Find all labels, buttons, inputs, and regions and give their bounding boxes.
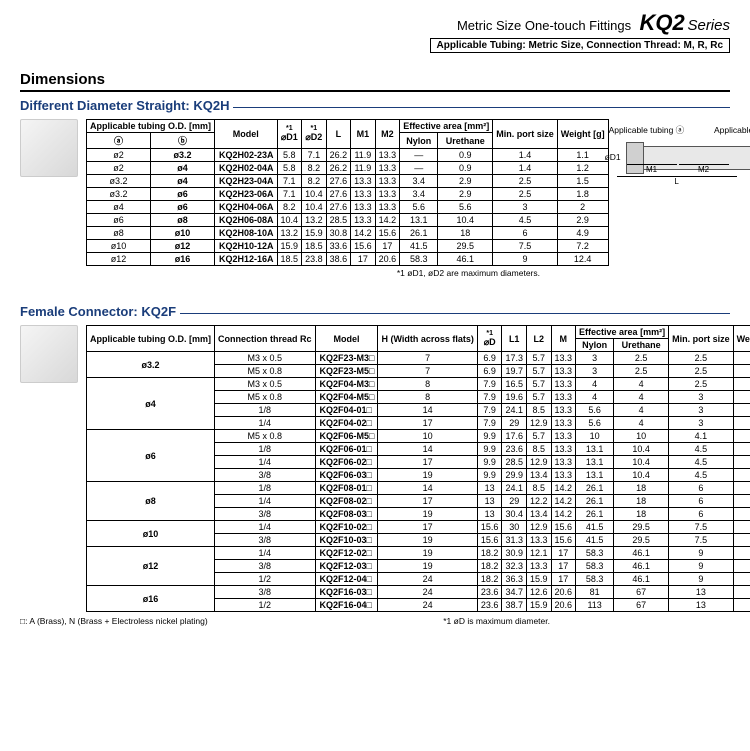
table-row: ø6ø8 KQ2H06-08A 10.413.228.513.314.2 13.… — [87, 214, 609, 227]
table-row: ø12ø16 KQ2H12-16A 18.523.838.61720.6 58.… — [87, 253, 609, 266]
page-header: Metric Size One-touch Fittings KQ2 Serie… — [20, 10, 730, 53]
diag-l: L — [674, 177, 678, 186]
col-L: L — [326, 120, 351, 149]
header-series: KQ2 — [639, 10, 684, 35]
header-series-word: Series — [687, 17, 730, 34]
col-D: *1⌀D — [477, 326, 502, 352]
col-tubing: Applicable tubing O.D. [mm] — [87, 120, 215, 133]
kq2f-block: Applicable tubing O.D. [mm] Connection t… — [20, 325, 730, 612]
kq2f-footnote-left: □: A (Brass), N (Brass + Electroless nic… — [20, 616, 208, 626]
table-row: ø6M5 x 0.8KQ2F06-M5□ 109.917.65.713.3 10… — [87, 430, 750, 443]
col-model: Model — [215, 120, 278, 149]
col-ure: Urethane — [438, 133, 493, 149]
table-row: ø163/8KQ2F16-03□ 2423.634.712.620.6 8167… — [87, 586, 750, 599]
kq2f-product-image — [20, 325, 78, 383]
divider-line — [180, 304, 730, 314]
col-tubing: Applicable tubing O.D. [mm] — [87, 326, 215, 352]
table-row: ø8ø10 KQ2H08-10A 13.215.930.814.215.6 26… — [87, 227, 609, 240]
col-nylon: Nylon — [400, 133, 438, 149]
kq2h-diagram: Applicable tubing ⓐ Applicable tubing ⓑ … — [617, 134, 750, 170]
header-title: Metric Size One-touch Fittings — [457, 18, 631, 33]
kq2f-table: Applicable tubing O.D. [mm] Connection t… — [86, 325, 750, 612]
header-subtitle: Applicable Tubing: Metric Size, Connecti… — [430, 38, 731, 53]
col-eff: Effective area [mm²] — [400, 120, 493, 133]
kq2f-title: Female Connector: KQ2F — [20, 304, 176, 319]
col-wt: Weight [g] — [733, 326, 750, 352]
kq2h-title: Different Diameter Straight: KQ2H — [20, 98, 229, 113]
dimensions-heading: Dimensions — [20, 71, 730, 92]
table-row: ø2ø3.2 KQ2H02-23A 5.87.126.211.913.3 —0.… — [87, 149, 609, 162]
col-L1: L1 — [502, 326, 527, 352]
col-M1: M1 — [351, 120, 376, 149]
table-row: ø3.2ø6 KQ2H23-06A 7.110.427.613.313.3 3.… — [87, 188, 609, 201]
kq2h-product-image — [20, 119, 78, 177]
diag-label-tub-b: Applicable tubing ⓑ — [714, 124, 750, 136]
col-d2: *1⌀D2 — [302, 120, 327, 149]
col-model: Model — [315, 326, 378, 352]
col-d1: *1⌀D1 — [277, 120, 302, 149]
col-nylon: Nylon — [576, 339, 614, 352]
table-row: ø10ø12 KQ2H10-12A 15.918.533.615.617 41.… — [87, 240, 609, 253]
col-wt: Weight [g] — [557, 120, 608, 149]
col-M: M — [551, 326, 576, 352]
table-row: ø121/4KQ2F12-02□ 1918.230.912.117 58.346… — [87, 547, 750, 560]
table-row: ø4ø6 KQ2H04-06A 8.210.427.613.313.3 5.65… — [87, 201, 609, 214]
col-eff: Effective area [mm²] — [576, 326, 669, 339]
diag-m2: M2 — [698, 165, 709, 174]
kq2h-table: Applicable tubing O.D. [mm] Model *1⌀D1 … — [86, 119, 609, 266]
table-row: ø3.2ø4 KQ2H23-04A 7.18.227.613.313.3 3.4… — [87, 175, 609, 188]
kq2h-footnote: *1 øD1, øD2 are maximum diameters. — [20, 268, 540, 278]
diag-m1: M1 — [646, 165, 657, 174]
col-H: H (Width across flats) — [378, 326, 477, 352]
col-ure: Urethane — [614, 339, 669, 352]
diag-label-tub-a: Applicable tubing ⓐ — [609, 124, 685, 136]
table-row: ø3.2M3 x 0.5KQ2F23-M3□ 76.917.35.713.3 3… — [87, 352, 750, 365]
kq2f-subsection: Female Connector: KQ2F — [20, 304, 730, 319]
col-b: ⓑ — [151, 133, 215, 149]
col-M2: M2 — [375, 120, 400, 149]
table-row: ø4M3 x 0.5KQ2F04-M3□ 87.916.55.713.3 442… — [87, 378, 750, 391]
table-row: ø2ø4 KQ2H02-04A 5.88.226.211.913.3 —0.91… — [87, 162, 609, 175]
kq2f-footnote-right: *1 øD is maximum diameter. — [443, 616, 550, 626]
divider-line — [233, 98, 730, 108]
diag-d1: øD1 — [605, 152, 621, 162]
table-row: ø81/8KQ2F08-01□ 141324.18.514.2 26.11861… — [87, 482, 750, 495]
table-row: ø101/4KQ2F10-02□ 1715.63012.915.6 41.529… — [87, 521, 750, 534]
col-L2: L2 — [526, 326, 551, 352]
kq2h-block: Applicable tubing O.D. [mm] Model *1⌀D1 … — [20, 119, 730, 266]
col-thread: Connection thread Rc — [215, 326, 316, 352]
kq2h-subsection: Different Diameter Straight: KQ2H — [20, 98, 730, 113]
col-a: ⓐ — [87, 133, 151, 149]
col-port: Min. port size — [669, 326, 734, 352]
col-port: Min. port size — [493, 120, 558, 149]
